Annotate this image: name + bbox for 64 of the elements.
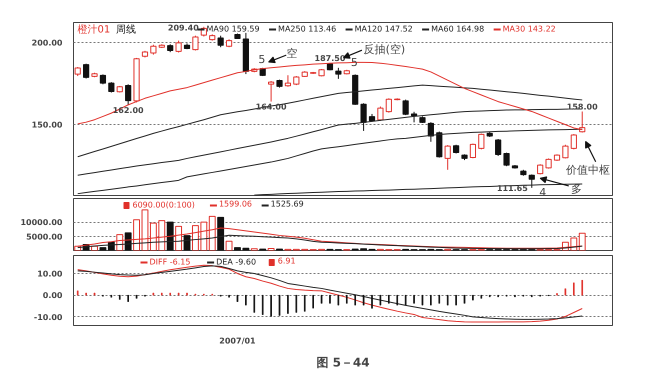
bar [217, 216, 224, 250]
candlestick [470, 143, 476, 159]
y-tick-label: -10.00 [34, 312, 63, 322]
annotation: 多 [570, 182, 582, 196]
candlestick [268, 80, 274, 102]
legend-label: 1525.69 [270, 200, 304, 208]
candlestick [150, 44, 156, 56]
line-series [254, 183, 583, 196]
chart-title: 橙汁01 [78, 24, 110, 36]
candlestick [74, 66, 81, 77]
candlestick [108, 82, 114, 94]
annotation: 162.00 [112, 106, 144, 115]
legend-label: 6090.00(0:100) [132, 200, 195, 210]
candlestick [495, 138, 502, 156]
candlestick [192, 35, 199, 52]
candlestick [284, 74, 292, 88]
annotation: 187.50 [314, 54, 346, 63]
candlestick [125, 84, 132, 106]
annotation: 158.00 [566, 102, 598, 112]
candlestick [83, 63, 90, 80]
legend-label: 1599.06 [218, 200, 252, 208]
candlestick [402, 99, 409, 116]
candlestick [218, 35, 224, 48]
legend-label: 6.91 [278, 256, 296, 266]
y-tick-label: 10000.00 [20, 218, 63, 228]
candlestick [444, 144, 451, 170]
candlestick [335, 67, 342, 80]
legend-label: MA60 164.98 [431, 24, 484, 34]
caption: 图 5－44 [316, 356, 370, 370]
legend-label: DIFF -6.15 [150, 258, 190, 266]
line-series [77, 234, 583, 250]
legend-label: MA30 143.22 [502, 24, 556, 34]
y-tick-label: 200.00 [32, 38, 63, 48]
legend-label: DEA -9.60 [216, 258, 256, 266]
candlestick [377, 106, 384, 122]
candlestick [478, 133, 484, 150]
y-tick-label: 5000.00 [26, 232, 63, 242]
y-tick-label: 150.00 [32, 120, 63, 130]
candlestick [503, 152, 510, 167]
candlestick [562, 144, 569, 159]
candlestick [176, 40, 182, 53]
bar [184, 235, 190, 250]
x-tick-label: 2007/01 [219, 336, 256, 346]
legend-label: MA90 159.59 [206, 24, 260, 34]
annotation: 111.65 [496, 184, 528, 193]
annotation: 5 [258, 52, 266, 66]
annotation: 价值中枢 [564, 163, 610, 176]
annotation: 反抽(空) [364, 42, 406, 56]
y-tick-label: 0.00 [42, 291, 63, 300]
annotation: 209.40 [168, 23, 200, 32]
candlestick [293, 76, 300, 86]
chart-subtitle: 周线 [116, 24, 136, 36]
candlestick [528, 174, 535, 188]
legend-label: MA120 147.52 [354, 24, 413, 34]
candlestick [100, 74, 106, 85]
legend-label: MA250 113.46 [278, 24, 336, 34]
candlestick [360, 102, 367, 132]
y-tick-label: 10.00 [37, 269, 63, 278]
candlestick [537, 164, 544, 175]
candlestick [386, 98, 392, 114]
candlestick [410, 111, 418, 123]
candlestick [570, 134, 577, 150]
annotation: 空 [286, 46, 298, 60]
bar [226, 240, 233, 250]
